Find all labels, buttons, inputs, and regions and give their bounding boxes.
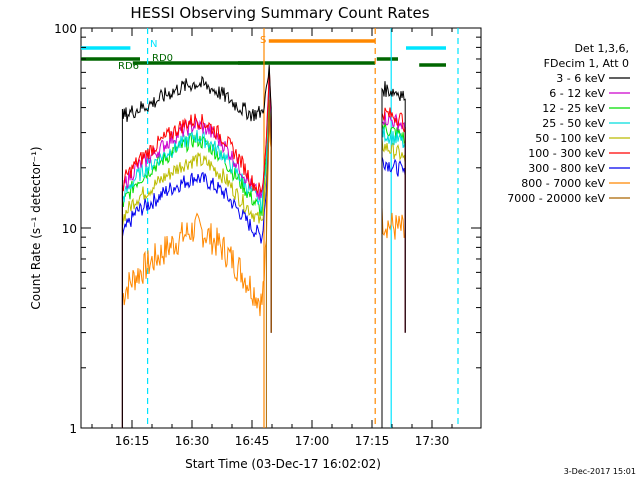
series-5 (121, 66, 406, 428)
series-line-7-1 (381, 207, 406, 428)
legend-label-3: 25 - 50 keV (542, 117, 605, 130)
legend-entry-1: 6 - 12 keV (549, 87, 630, 100)
legend: Det 1,3,6, FDecim 1, Att 0 3 - 6 keV 6 - 12… (507, 42, 630, 205)
data-series (121, 64, 406, 428)
series-0 (121, 64, 406, 428)
legend-label-2: 12 - 25 keV (542, 102, 605, 115)
legend-entry-3: 25 - 50 keV (542, 117, 630, 130)
axes: 16:15 16:30 16:45 17:00 17:15 17:30 1 10 100 (54, 22, 481, 448)
x-tick-label-5: 17:30 (415, 434, 450, 448)
legend-label-1: 6 - 12 keV (549, 87, 605, 100)
legend-entry-8: 7000 - 20000 keV (507, 192, 630, 205)
series-line-6-1 (381, 156, 406, 428)
legend-entry-7: 800 - 7000 keV (521, 177, 630, 190)
x-tick-label-0: 16:15 (115, 434, 150, 448)
flag-label-3: S (260, 35, 266, 46)
series-line-1-1 (381, 111, 406, 428)
series-line-4-0 (121, 83, 272, 428)
chart-title: HESSI Observing Summary Count Rates (130, 4, 429, 22)
flag-rd6: RD6 (81, 57, 398, 72)
legend-entry-0: 3 - 6 keV (556, 72, 630, 85)
flag-s: S (260, 35, 376, 46)
legend-label-7: 800 - 7000 keV (521, 177, 605, 190)
series-6 (121, 99, 406, 428)
series-line-8-0 (265, 99, 272, 428)
series-line-1-0 (121, 72, 272, 428)
series-line-7-0 (121, 112, 272, 428)
series-line-0-1 (381, 81, 406, 428)
series-1 (121, 72, 406, 428)
legend-entry-5: 100 - 300 keV (528, 147, 630, 160)
timestamp: 3-Dec-2017 15:01 (564, 467, 636, 476)
y-tick-label-0: 1 (69, 422, 77, 436)
series-line-6-0 (121, 99, 272, 428)
x-tick-label-4: 17:15 (355, 434, 390, 448)
legend-label-6: 300 - 800 keV (528, 162, 605, 175)
flag-rd0: RD0 (132, 53, 376, 65)
legend-label-0: 3 - 6 keV (556, 72, 605, 85)
x-tick-label-3: 17:00 (295, 434, 330, 448)
x-axis-label: Start Time (03-Dec-17 16:02:02) (185, 457, 381, 471)
legend-header-1: FDecim 1, Att 0 (544, 57, 629, 70)
y-tick-label-1: 10 (62, 222, 77, 236)
y-axis-label: Count Rate (s⁻¹ detector⁻¹) (29, 146, 43, 309)
instrument-flags: N RD0 RD6 S (81, 35, 446, 72)
series-line-4-1 (381, 138, 406, 428)
flag-n: N (81, 39, 446, 50)
x-tick-label-2: 16:45 (235, 434, 270, 448)
legend-label-8: 7000 - 20000 keV (507, 192, 605, 205)
flag-label-0: N (150, 39, 157, 50)
flag-label-1: RD0 (152, 53, 173, 64)
legend-label-5: 100 - 300 keV (528, 147, 605, 160)
legend-entry-6: 300 - 800 keV (528, 162, 630, 175)
series-line-3-1 (381, 125, 406, 428)
flag-label-2: RD6 (118, 61, 139, 72)
series-line-5-1 (381, 107, 406, 428)
legend-entry-2: 12 - 25 keV (542, 102, 630, 115)
series-8 (265, 99, 272, 428)
series-7 (121, 112, 406, 428)
plot-frame (80, 27, 482, 429)
legend-header-0: Det 1,3,6, (574, 42, 629, 55)
series-line-5-0 (121, 66, 272, 428)
plot-area (80, 27, 482, 429)
series-4 (121, 83, 406, 428)
series-line-0-0 (121, 64, 272, 428)
legend-label-4: 50 - 100 keV (535, 132, 605, 145)
legend-entry-4: 50 - 100 keV (535, 132, 630, 145)
x-tick-label-1: 16:30 (175, 434, 210, 448)
y-tick-label-2: 100 (54, 22, 77, 36)
